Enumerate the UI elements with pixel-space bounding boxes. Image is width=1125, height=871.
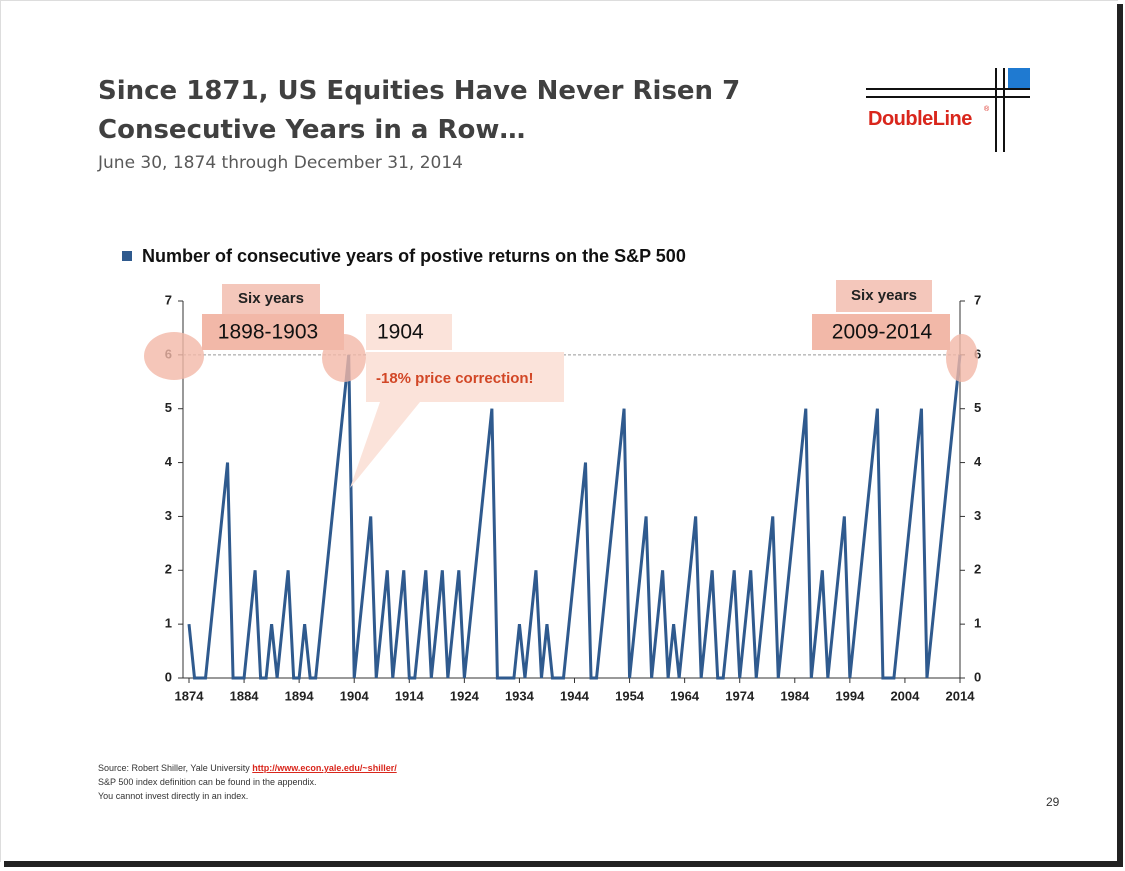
x-tick-label: 1914 [395, 688, 425, 703]
logo-square [1008, 68, 1030, 89]
title: Since 1871, US Equities Have Never Risen… [98, 72, 740, 150]
y-tick-label: 1 [165, 616, 172, 631]
y2-tick-label: 7 [974, 292, 981, 307]
callout-box [366, 352, 564, 402]
y-tick-label: 4 [165, 454, 173, 469]
plot: 0123456701234567187418841894190419141924… [122, 246, 982, 703]
legend-label: Number of consecutive years of postive r… [142, 246, 686, 266]
y2-tick-label: 1 [974, 616, 981, 631]
highlight [946, 334, 978, 382]
callout-box [366, 314, 452, 350]
x-tick-label: 1894 [285, 688, 315, 703]
x-tick-label: 1954 [615, 688, 645, 703]
callout-box [222, 284, 320, 314]
y2-tick-label: 4 [974, 454, 982, 469]
y2-tick-label: 0 [974, 669, 981, 684]
annotation: 1904 [377, 321, 424, 344]
x-tick-label: 1944 [560, 688, 590, 703]
subtitle: June 30, 1874 through December 31, 2014 [98, 153, 463, 173]
y-tick-label: 2 [165, 562, 172, 577]
footnote: You cannot invest directly in an index. [98, 791, 249, 801]
page-number: 29 [1046, 795, 1060, 809]
highlight [144, 332, 204, 380]
annotation: -18% price correction! [376, 370, 534, 387]
y-tick-label: 7 [165, 292, 172, 307]
annotation: 2009-2014 [832, 321, 933, 344]
callout-box [836, 280, 932, 312]
x-tick-label: 2014 [946, 688, 976, 703]
x-tick-label: 1874 [175, 688, 205, 703]
x-tick-label: 1984 [780, 688, 810, 703]
callout-box [812, 314, 950, 350]
x-tick-label: 1884 [230, 688, 260, 703]
annotation: Six years [238, 290, 304, 307]
title-line: Consecutive Years in a Row… [98, 115, 526, 145]
legend-marker [122, 251, 132, 261]
footnote: S&P 500 index definition can be found in… [98, 777, 317, 787]
x-tick-label: 1904 [340, 688, 370, 703]
x-tick-label: 1924 [450, 688, 480, 703]
x-tick-label: 2004 [890, 688, 920, 703]
logo-mark: ® [984, 106, 990, 113]
slide-shadow [4, 861, 1123, 867]
source-link[interactable]: http://www.econ.yale.edu/~shiller/ [252, 763, 397, 773]
annotation: 1898-1903 [218, 321, 318, 344]
y-tick-label: 0 [165, 669, 172, 684]
x-tick-label: 1974 [725, 688, 755, 703]
source: Source: Robert Shiller, Yale University … [98, 763, 397, 773]
annotation: Six years [851, 287, 917, 304]
x-tick-label: 1994 [835, 688, 865, 703]
x-tick-label: 1934 [505, 688, 535, 703]
y2-tick-label: 5 [974, 400, 981, 415]
y2-tick-label: 2 [974, 562, 981, 577]
slide-shadow [1117, 4, 1123, 867]
y2-tick-label: 3 [974, 508, 981, 523]
logo: DoubleLine [868, 108, 972, 130]
y-tick-label: 5 [165, 400, 172, 415]
y-tick-label: 3 [165, 508, 172, 523]
series-line [187, 354, 962, 680]
title-line: Since 1871, US Equities Have Never Risen… [98, 76, 741, 106]
x-tick-label: 1964 [670, 688, 700, 703]
annotations: Six years 1898-1903 1904 -18% price corr… [144, 280, 978, 488]
callout-box [202, 314, 344, 350]
source-text: Source: Robert Shiller, Yale University [98, 763, 250, 773]
callout-pointer [350, 402, 420, 488]
